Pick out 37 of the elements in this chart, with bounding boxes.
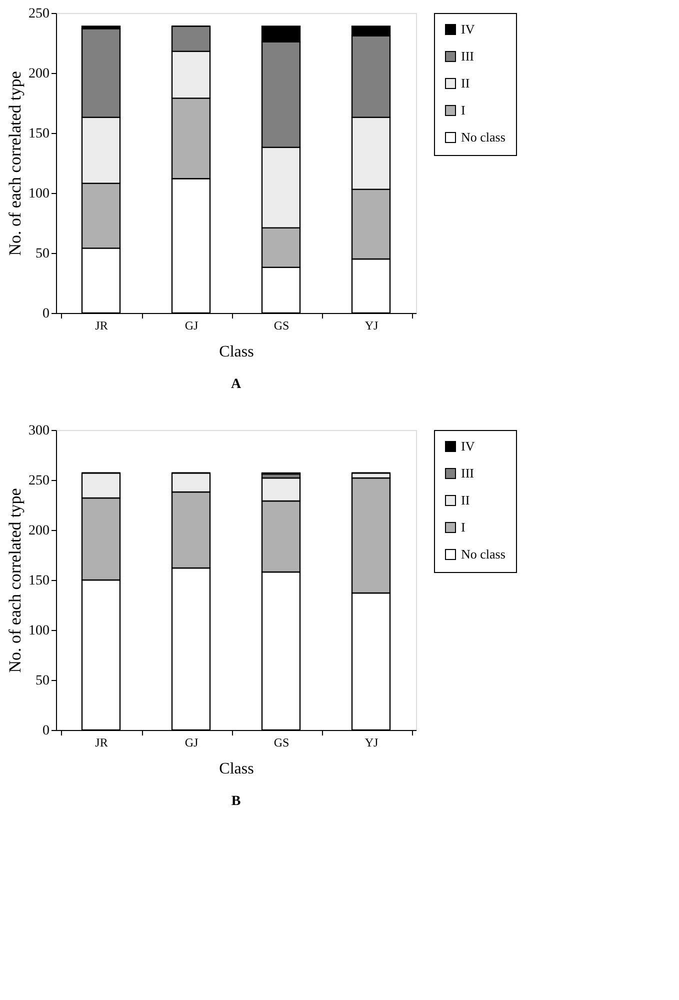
y-tick-label: 50	[36, 246, 50, 262]
legend-label: IV	[461, 438, 476, 454]
legend-label: No class	[461, 130, 506, 144]
x-tick-label: JR	[95, 318, 108, 332]
x-axis-title: Class	[219, 344, 254, 360]
x-tick-label: YJ	[364, 318, 378, 332]
y-tick-label: 0	[42, 306, 50, 322]
y-tick-label: 200	[28, 66, 50, 82]
y-axis-title: No. of each correlated type	[6, 488, 24, 673]
legend-label: I	[461, 520, 466, 534]
y-tick-label: 50	[36, 674, 50, 688]
y-tick-label: 300	[28, 424, 50, 438]
y-tick-label: 100	[28, 624, 50, 638]
x-tick-label: JR	[95, 736, 108, 750]
legend-label: I	[461, 102, 466, 118]
x-tick-label: GJ	[184, 736, 198, 750]
y-tick-label: 150	[28, 574, 50, 588]
legend-label: II	[461, 492, 470, 508]
legend-label: III	[461, 48, 474, 64]
y-tick-label: 200	[28, 524, 50, 538]
y-tick-label: 150	[28, 126, 50, 142]
y-axis-title: No. of each correlated type	[6, 71, 24, 256]
legend-label: IV	[461, 22, 476, 36]
legend-label: II	[461, 76, 470, 90]
legend-label: III	[461, 466, 474, 480]
text: B	[231, 794, 241, 809]
legend-label: No class	[461, 546, 506, 562]
y-tick-label: 250	[28, 6, 50, 22]
x-axis-title: Class	[219, 760, 254, 778]
x-tick-label: GS	[274, 736, 290, 750]
x-tick-label: YJ	[364, 736, 378, 750]
text: A	[230, 377, 242, 392]
x-tick-label: GS	[274, 318, 290, 332]
x-tick-label: GJ	[184, 318, 198, 332]
y-tick-label: 250	[28, 474, 50, 488]
y-tick-label: 100	[28, 186, 50, 202]
y-tick-label: 0	[42, 724, 50, 738]
